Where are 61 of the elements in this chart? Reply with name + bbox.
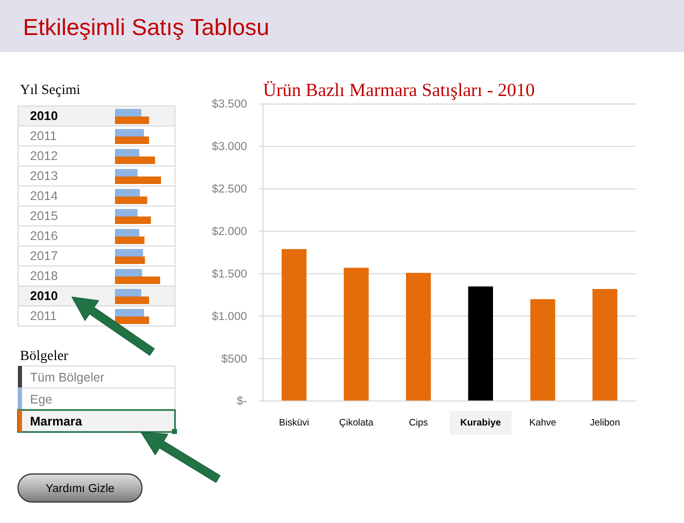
bar [115,209,138,216]
y-tick-label: 2011 [30,309,57,323]
bar [115,189,140,196]
y-tick-label: $500 [221,353,247,366]
x-tick-label: Cips [408,418,428,429]
y-tick-label: 2015 [30,209,58,223]
y-tick-label: 2011 [30,129,57,143]
bar [115,116,150,124]
text: Bölgeler [20,349,69,364]
x-tick-label: Kahve [529,418,556,429]
y-tick-label: 2018 [30,269,58,283]
x-tick-label: Jelibon [590,418,620,429]
bar [115,129,144,136]
y-tick-label: 2012 [30,149,58,163]
y-tick-label: $2.000 [212,226,247,238]
bar [115,196,148,204]
bar [115,296,150,304]
bar [115,309,144,316]
y-tick-label: $3.500 [212,98,247,111]
category-label: Marmara [30,414,84,428]
bar [115,256,145,264]
bar [115,316,150,324]
chart-title: Ürün Bazlı Marmara Satışları - 2010 [263,81,535,101]
y-tick-label: 2013 [30,169,58,183]
bar [115,229,140,236]
bar [115,276,160,284]
bar [115,289,142,296]
bar [115,169,138,176]
bar [115,269,142,276]
y-tick-label: 2010 [30,289,58,303]
bar [592,288,618,401]
x-tick-label: Bisküvi [279,418,310,429]
y-tick-label: $1.500 [212,268,247,280]
bar [115,156,156,164]
y-tick-label: $1.000 [212,310,247,323]
text: Yardımı Gizle [46,483,114,495]
bar [406,272,431,401]
bar [115,149,140,156]
bar [530,299,556,401]
bar [115,236,144,244]
y-tick-label: 2016 [30,229,58,243]
category-label: Ege [30,392,52,406]
bar [468,286,494,401]
x-tick-label: Çikolata [339,418,374,429]
y-tick-label: $3.000 [212,141,247,154]
text: Etkileşimli Satış Tablosu [23,14,270,40]
bar [115,216,151,224]
chart-title: Yıl Seçimi [20,83,80,98]
y-tick-label: $2.500 [212,184,247,196]
bar [115,136,150,144]
category-label: Tüm Bölgeler [30,370,104,384]
y-tick-label: $- [236,396,248,408]
bar [282,249,307,401]
y-tick-label: 2014 [30,189,58,203]
bar [115,176,161,184]
bar [344,268,369,401]
bar [115,249,144,256]
y-tick-label: 2010 [30,109,58,123]
y-tick-label: 2017 [30,249,58,263]
bar [115,109,142,116]
x-tick-label: Kurabiye [460,418,501,429]
